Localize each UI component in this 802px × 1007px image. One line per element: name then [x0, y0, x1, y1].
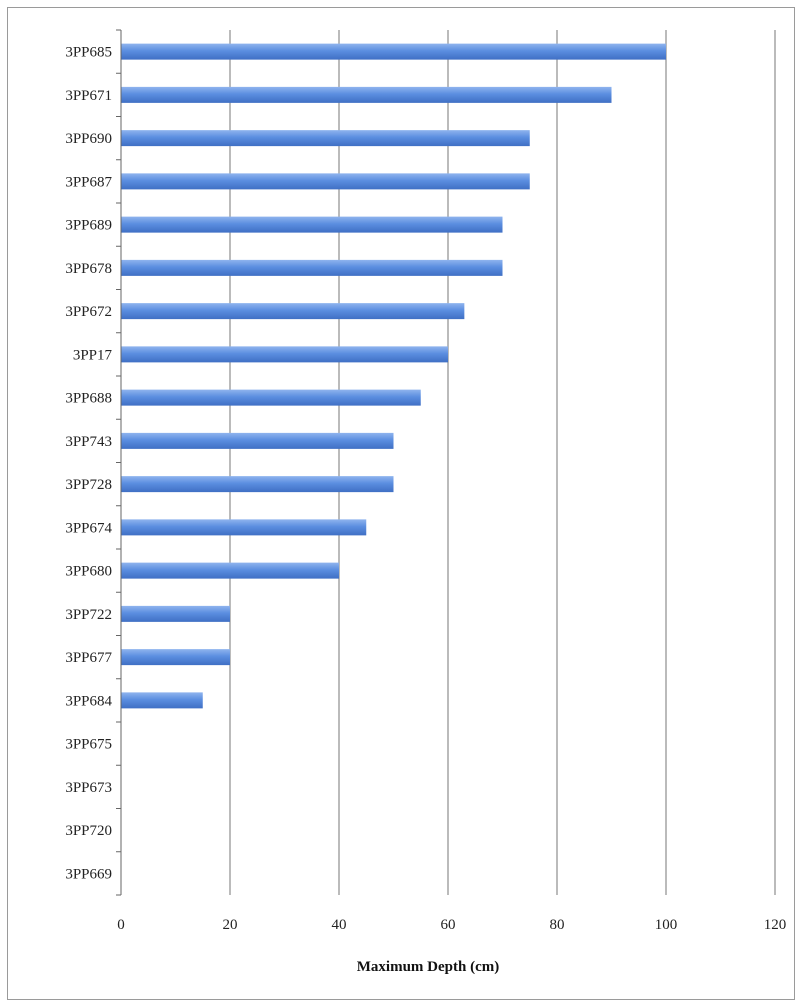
- bar: [121, 259, 503, 276]
- category-label: 3PP680: [65, 564, 112, 580]
- category-label: 3PP672: [65, 304, 112, 320]
- bar: [121, 173, 530, 190]
- category-label: 3PP743: [65, 434, 112, 450]
- bar: [121, 303, 465, 320]
- category-label: 3PP675: [65, 737, 112, 753]
- bar: [121, 389, 421, 406]
- bar: [121, 562, 339, 579]
- bar: [121, 216, 503, 233]
- category-label: 3PP674: [65, 520, 112, 536]
- chart-frame: [7, 7, 795, 1000]
- category-label: 3PP722: [65, 607, 112, 623]
- x-tick-label: 100: [655, 917, 678, 933]
- bar: [121, 476, 394, 493]
- bar: [121, 649, 230, 666]
- category-label: 3PP685: [65, 45, 112, 61]
- bar: [121, 346, 448, 363]
- category-label: 3PP687: [65, 174, 112, 190]
- category-label: 3PP689: [65, 218, 112, 234]
- x-axis-ticks: 0 20 40 60 80 100 120: [117, 917, 786, 933]
- category-label: 3PP720: [65, 823, 112, 839]
- bar: [121, 605, 230, 622]
- x-axis-title: Maximum Depth (cm): [357, 959, 499, 975]
- category-label: 3PP690: [65, 131, 112, 147]
- bar: [121, 86, 612, 103]
- category-label: 3PP684: [65, 693, 112, 709]
- category-label: 3PP673: [65, 780, 112, 796]
- bar: [121, 692, 203, 709]
- x-tick-label: 0: [117, 917, 125, 933]
- bars: [121, 43, 666, 709]
- bar: [121, 519, 367, 536]
- x-tick-label: 40: [332, 917, 347, 933]
- category-label: 3PP728: [65, 477, 112, 493]
- y-axis: 3PP685 3PP671 3PP690 3PP687 3PP689 3PP678 3PP6…: [65, 29, 122, 896]
- x-tick-label: 80: [550, 917, 565, 933]
- category-label: 3PP678: [65, 261, 112, 277]
- bar: [121, 130, 530, 147]
- gridlines: [229, 30, 776, 895]
- bar: [121, 43, 666, 60]
- category-label: 3PP17: [73, 347, 113, 363]
- bar: [121, 432, 394, 449]
- x-tick-label: 60: [441, 917, 456, 933]
- x-tick-label: 20: [223, 917, 238, 933]
- category-label: 3PP669: [65, 866, 112, 882]
- category-label: 3PP677: [65, 650, 112, 666]
- category-label: 3PP688: [65, 391, 112, 407]
- category-label: 3PP671: [65, 88, 112, 104]
- x-tick-label: 120: [764, 917, 787, 933]
